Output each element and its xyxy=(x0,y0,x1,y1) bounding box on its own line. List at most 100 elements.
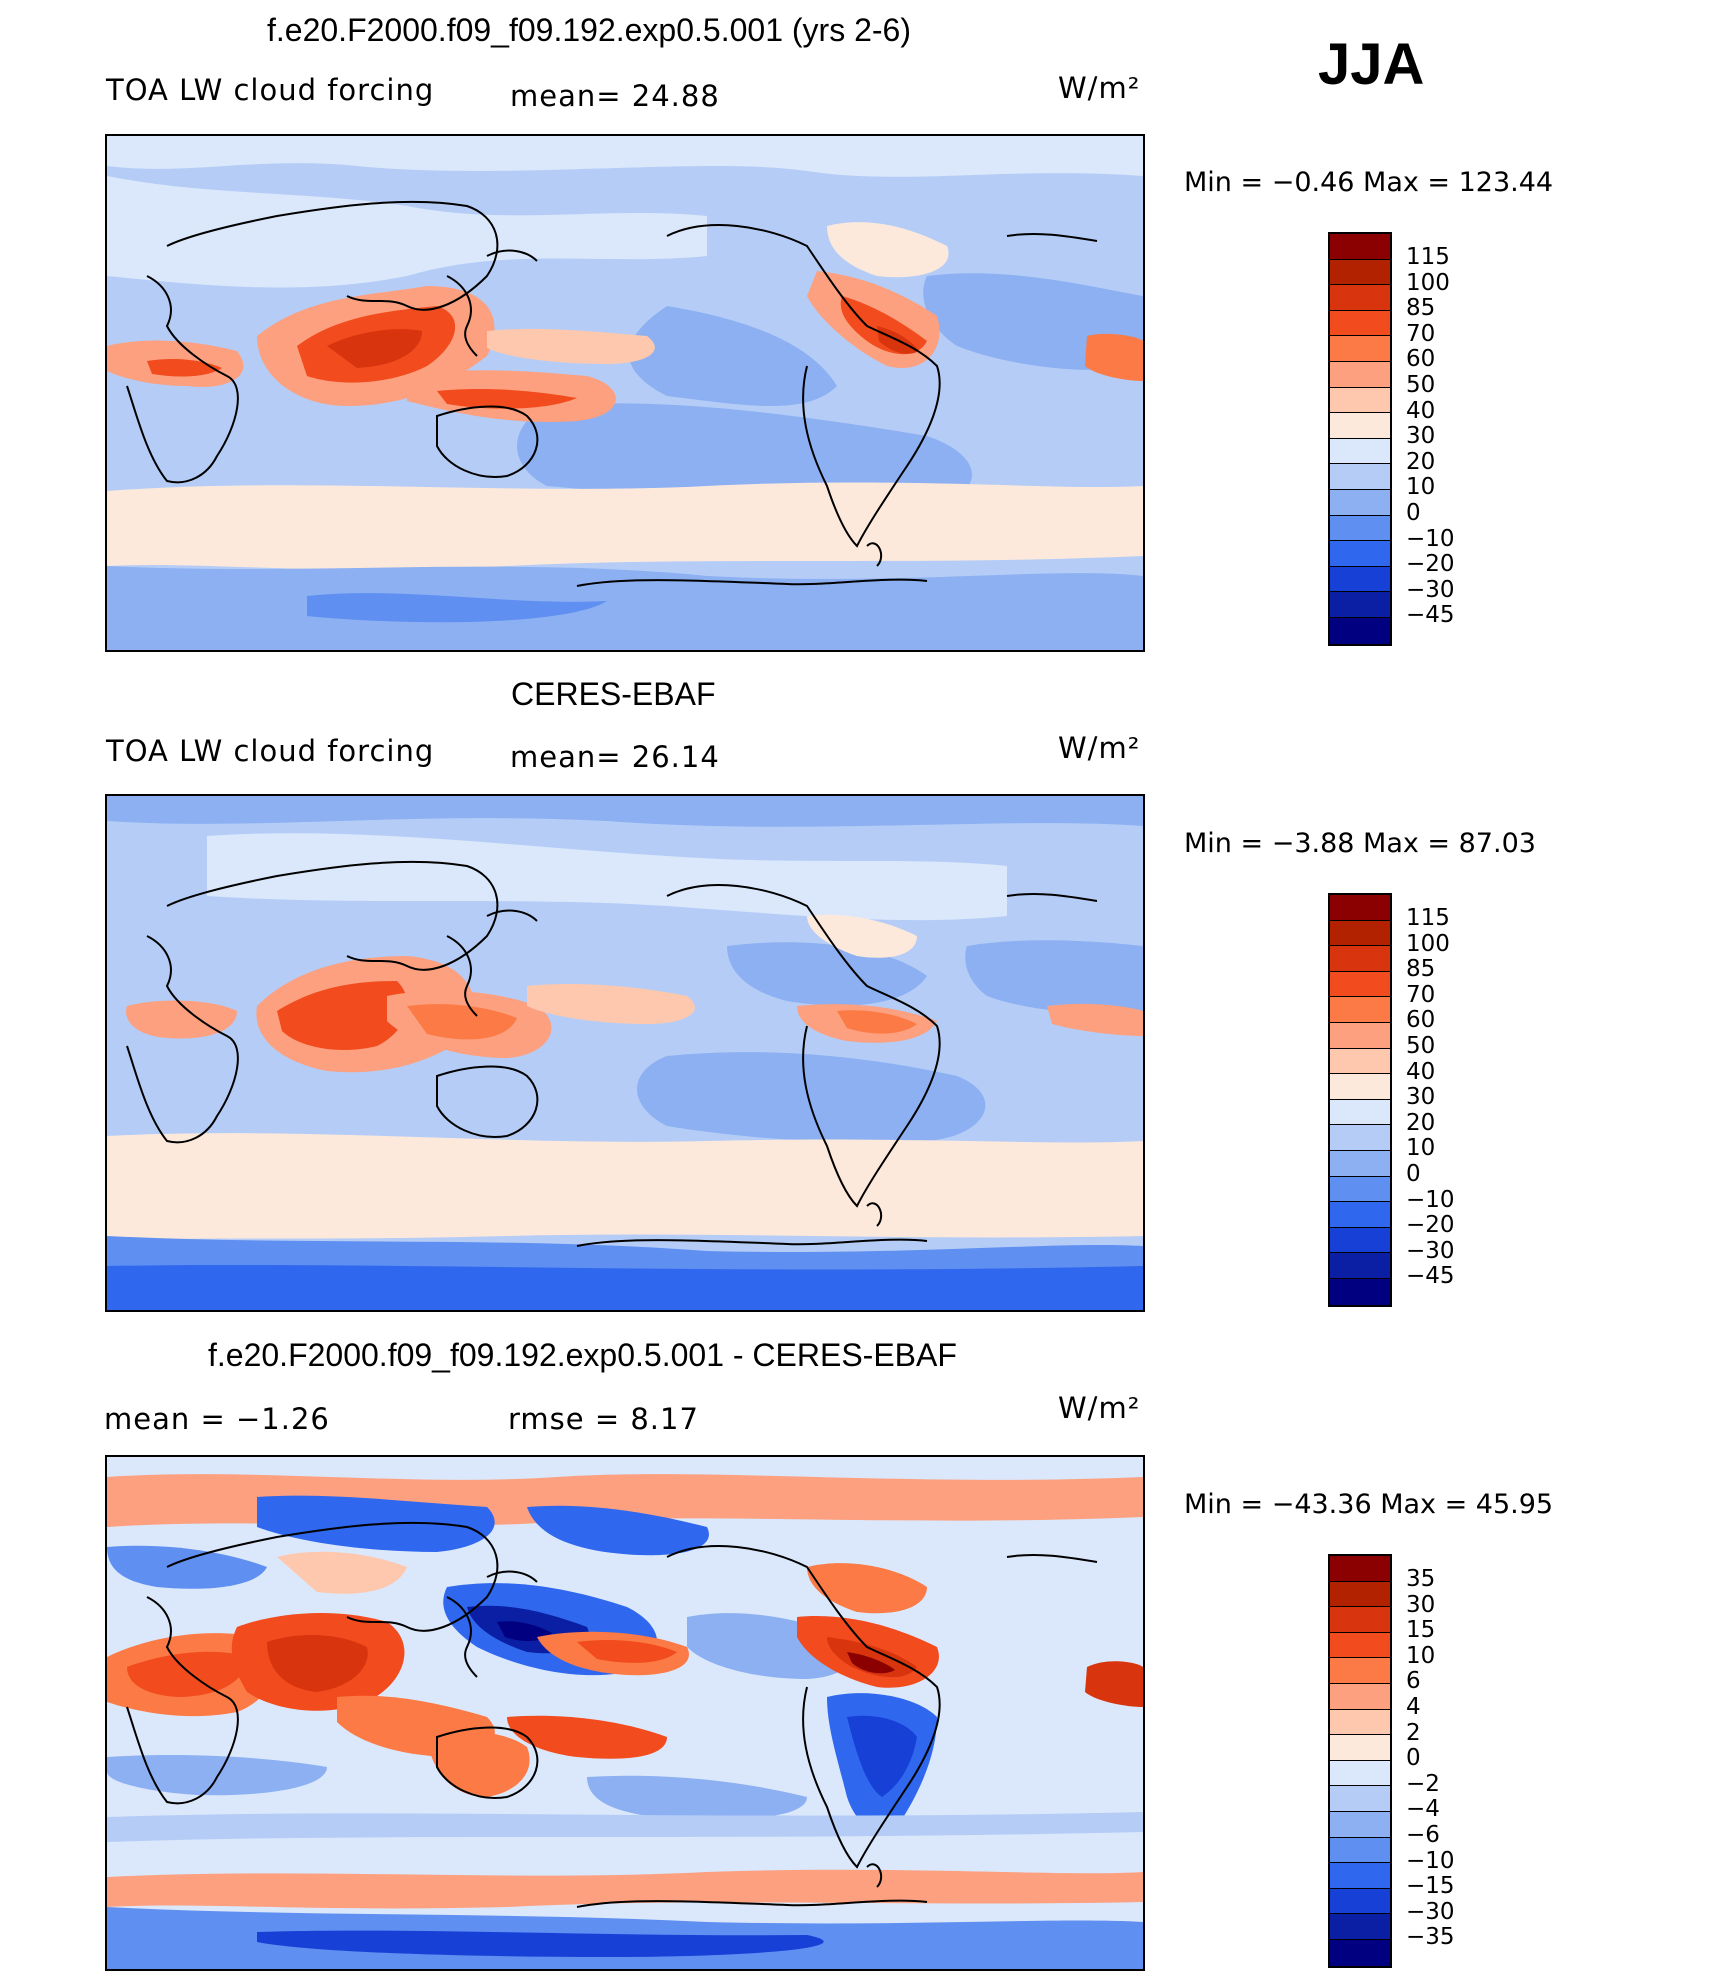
colorbar-3-swatch xyxy=(1330,1888,1390,1915)
panel-1-contour-field xyxy=(107,136,1143,650)
colorbar-2-tick: −10 xyxy=(1406,1186,1455,1213)
panel-3-map xyxy=(105,1455,1145,1971)
colorbar-3-tick: −6 xyxy=(1406,1822,1440,1848)
panel-2-title: CERES-EBAF xyxy=(511,676,716,712)
panel-1-map xyxy=(105,134,1145,652)
panel-2-units: W/m² xyxy=(1058,731,1141,765)
colorbar-3 xyxy=(1328,1554,1392,1968)
colorbar-3-tick: 35 xyxy=(1406,1566,1436,1592)
colorbar-1 xyxy=(1328,232,1392,646)
colorbar-2-tick: −45 xyxy=(1406,1263,1455,1290)
colorbar-3-tick: −4 xyxy=(1406,1796,1440,1823)
colorbar-1-swatch xyxy=(1330,387,1390,414)
colorbar-2-swatch xyxy=(1330,1150,1390,1177)
colorbar-1-tick: 100 xyxy=(1406,269,1450,296)
colorbar-2-swatch xyxy=(1330,920,1390,947)
colorbar-1-swatch xyxy=(1330,541,1390,567)
colorbar-1-tick: 20 xyxy=(1406,448,1436,475)
colorbar-1-tick: 0 xyxy=(1406,500,1421,526)
colorbar-2-tick: 20 xyxy=(1406,1109,1436,1136)
panel-2-minmax: Min = −3.88 Max = 87.03 xyxy=(1184,828,1536,859)
panel-1-mean-label: mean= 24.88 xyxy=(510,79,720,113)
colorbar-1-swatch xyxy=(1330,413,1390,439)
colorbar-2-swatch xyxy=(1330,1048,1390,1075)
colorbar-1-swatch xyxy=(1330,310,1390,337)
colorbar-2-tick: 0 xyxy=(1406,1161,1421,1187)
colorbar-2-swatch xyxy=(1330,1099,1390,1126)
panel-2-map xyxy=(105,794,1145,1312)
colorbar-3-swatch xyxy=(1330,1581,1390,1608)
colorbar-1-tick: 50 xyxy=(1406,372,1436,398)
colorbar-3-tick: 6 xyxy=(1406,1668,1421,1695)
colorbar-3-tick: 30 xyxy=(1406,1591,1436,1618)
colorbar-3-tick: −15 xyxy=(1406,1873,1455,1900)
colorbar-1-tick: 10 xyxy=(1406,474,1436,501)
colorbar-3-swatch xyxy=(1330,1811,1390,1838)
colorbar-1-swatch xyxy=(1330,617,1390,644)
colorbar-3-tick: −30 xyxy=(1406,1898,1455,1925)
colorbar-2-tick: 115 xyxy=(1406,905,1450,931)
colorbar-2-tick: −20 xyxy=(1406,1212,1455,1239)
panel-2-field-label: TOA LW cloud forcing xyxy=(106,734,435,768)
colorbar-3-swatch xyxy=(1330,1939,1390,1966)
colorbar-2-swatch xyxy=(1330,1074,1390,1100)
colorbar-2-tick: 40 xyxy=(1406,1058,1436,1085)
colorbar-1-tick: 60 xyxy=(1406,346,1436,373)
colorbar-3-tick: −10 xyxy=(1406,1847,1455,1874)
colorbar-3-tick: 4 xyxy=(1406,1694,1421,1720)
colorbar-3-swatch xyxy=(1330,1837,1390,1864)
colorbar-2-swatch xyxy=(1330,997,1390,1023)
colorbar-3-tick: 15 xyxy=(1406,1617,1436,1644)
colorbar-3-swatch xyxy=(1330,1556,1390,1582)
colorbar-2 xyxy=(1328,893,1392,1307)
colorbar-1-tick: 115 xyxy=(1406,244,1450,270)
colorbar-1-tick: −30 xyxy=(1406,576,1455,603)
panel-3-title: f.e20.F2000.f09_f09.192.exp0.5.001 - CER… xyxy=(208,1337,957,1373)
colorbar-1-swatch xyxy=(1330,489,1390,516)
colorbar-2-tick: 50 xyxy=(1406,1033,1436,1059)
colorbar-1-swatch xyxy=(1330,438,1390,465)
colorbar-2-swatch xyxy=(1330,1253,1390,1279)
colorbar-2-swatch xyxy=(1330,1202,1390,1228)
colorbar-3-tick: −2 xyxy=(1406,1770,1440,1797)
colorbar-1-swatch xyxy=(1330,336,1390,362)
colorbar-2-tick: 85 xyxy=(1406,956,1436,983)
colorbar-1-swatch xyxy=(1330,566,1390,593)
colorbar-3-tick: 0 xyxy=(1406,1745,1421,1772)
colorbar-2-tick: 60 xyxy=(1406,1007,1436,1034)
colorbar-2-swatch xyxy=(1330,1227,1390,1254)
colorbar-1-swatch xyxy=(1330,234,1390,260)
colorbar-2-tick: −30 xyxy=(1406,1237,1455,1264)
panel-3-units: W/m² xyxy=(1058,1391,1141,1425)
colorbar-2-tick: 10 xyxy=(1406,1135,1436,1162)
colorbar-3-swatch xyxy=(1330,1632,1390,1659)
panel-2-mean-label: mean= 26.14 xyxy=(510,740,720,774)
panel-2-contour-field xyxy=(107,796,1143,1310)
panel-1-minmax: Min = −0.46 Max = 123.44 xyxy=(1184,167,1554,198)
colorbar-1-tick: 40 xyxy=(1406,397,1436,424)
colorbar-1-swatch xyxy=(1330,464,1390,490)
panel-3-rmse-label: rmse = 8.17 xyxy=(508,1402,699,1436)
colorbar-3-swatch xyxy=(1330,1658,1390,1684)
colorbar-3-tick: 2 xyxy=(1406,1719,1421,1746)
panel-1-units: W/m² xyxy=(1058,71,1141,105)
colorbar-3-swatch xyxy=(1330,1863,1390,1889)
season-label: JJA xyxy=(1318,32,1425,97)
colorbar-2-swatch xyxy=(1330,895,1390,921)
colorbar-3-swatch xyxy=(1330,1735,1390,1761)
colorbar-1-tick: 85 xyxy=(1406,295,1436,322)
panel-1-field-label: TOA LW cloud forcing xyxy=(106,73,435,107)
colorbar-1-tick: −45 xyxy=(1406,602,1455,629)
colorbar-1-swatch xyxy=(1330,259,1390,286)
colorbar-3-swatch xyxy=(1330,1683,1390,1710)
colorbar-3-swatch xyxy=(1330,1760,1390,1787)
colorbar-1-swatch xyxy=(1330,592,1390,618)
colorbar-1-tick: −10 xyxy=(1406,525,1455,552)
colorbar-2-tick: 100 xyxy=(1406,930,1450,957)
colorbar-2-tick: 70 xyxy=(1406,981,1436,1008)
colorbar-2-swatch xyxy=(1330,1022,1390,1049)
colorbar-2-swatch xyxy=(1330,1278,1390,1305)
colorbar-2-swatch xyxy=(1330,971,1390,998)
colorbar-1-tick: 70 xyxy=(1406,320,1436,347)
panel-3-mean-label: mean = −1.26 xyxy=(104,1402,330,1436)
